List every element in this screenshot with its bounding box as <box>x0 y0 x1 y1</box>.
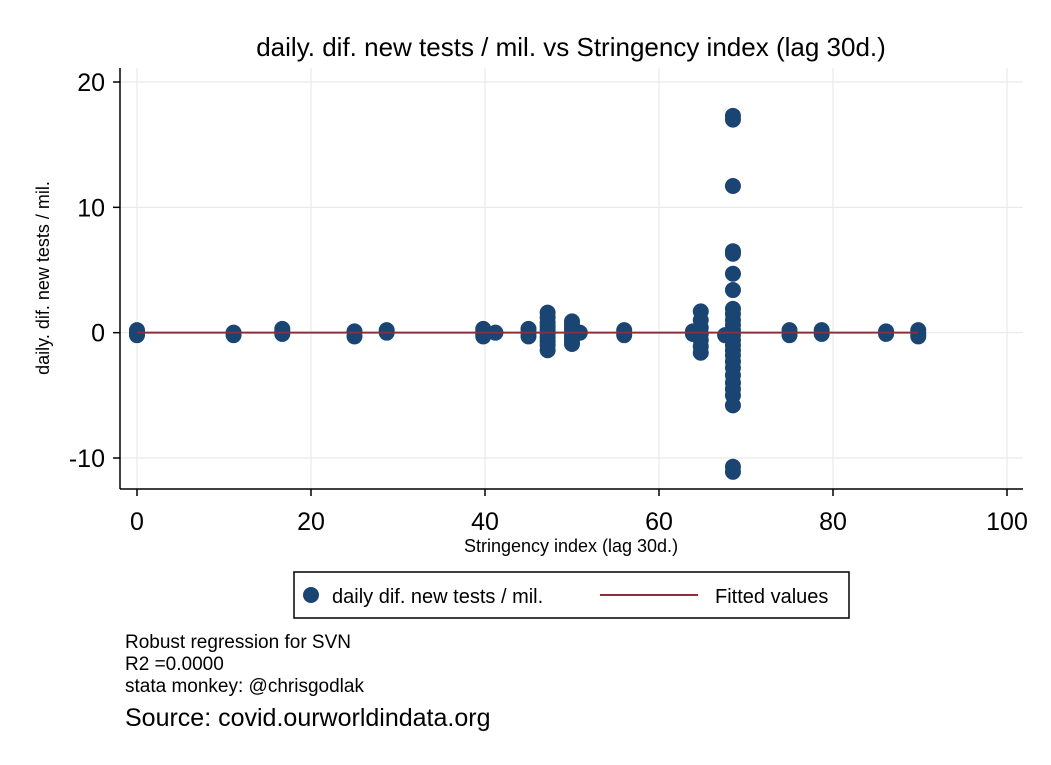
x-axis-label: Stringency index (lag 30d.) <box>464 536 678 556</box>
y-tick-label: 0 <box>91 320 105 348</box>
x-tick-label: 60 <box>645 508 673 536</box>
data-point <box>564 335 580 352</box>
data-point <box>878 325 895 342</box>
legend-marker-points <box>303 587 319 603</box>
data-point <box>910 328 927 345</box>
x-tick-label: 0 <box>130 508 144 536</box>
data-point <box>520 328 537 345</box>
data-point <box>724 178 741 195</box>
data-point <box>274 325 291 342</box>
data-point <box>692 344 709 361</box>
data-point <box>346 328 363 345</box>
legend-label-points: daily dif. new tests / mil. <box>332 586 543 608</box>
data-point <box>781 327 798 344</box>
y-tick-label: 10 <box>77 194 105 222</box>
data-point <box>724 265 741 282</box>
axes: 0 20 40 60 80 100 -10 0 10 20 <box>69 68 1028 536</box>
x-tick-label: 40 <box>471 508 499 536</box>
y-tick-label: -10 <box>69 445 105 473</box>
chart-title: daily. dif. new tests / mil. vs Stringen… <box>256 32 886 62</box>
data-marks <box>129 107 927 480</box>
data-point <box>539 342 556 359</box>
x-tick-label: 20 <box>297 508 325 536</box>
data-point <box>724 282 741 299</box>
data-point <box>225 327 242 344</box>
data-point <box>724 397 741 414</box>
legend: daily dif. new tests / mil. Fitted value… <box>293 571 850 619</box>
legend-box <box>293 571 850 619</box>
x-tick-label: 100 <box>986 508 1028 536</box>
data-point <box>813 325 830 342</box>
y-tick-label: 20 <box>77 69 105 97</box>
note-r2: R2 =0.0000 <box>125 654 224 675</box>
note-credit: stata monkey: @chrisgodlak <box>125 676 364 697</box>
x-tick-label: 80 <box>819 508 847 536</box>
data-point <box>724 245 741 262</box>
legend-label-fit: Fitted values <box>715 586 828 608</box>
note-regression: Robust regression for SVN <box>125 632 351 653</box>
y-axis-label: daily. dif. new tests / mil. <box>33 181 53 375</box>
data-point <box>724 463 741 480</box>
grid-lines <box>120 68 1023 489</box>
data-point <box>616 327 633 344</box>
note-source: Source: covid.ourworldindata.org <box>125 704 491 732</box>
data-point <box>724 111 741 128</box>
